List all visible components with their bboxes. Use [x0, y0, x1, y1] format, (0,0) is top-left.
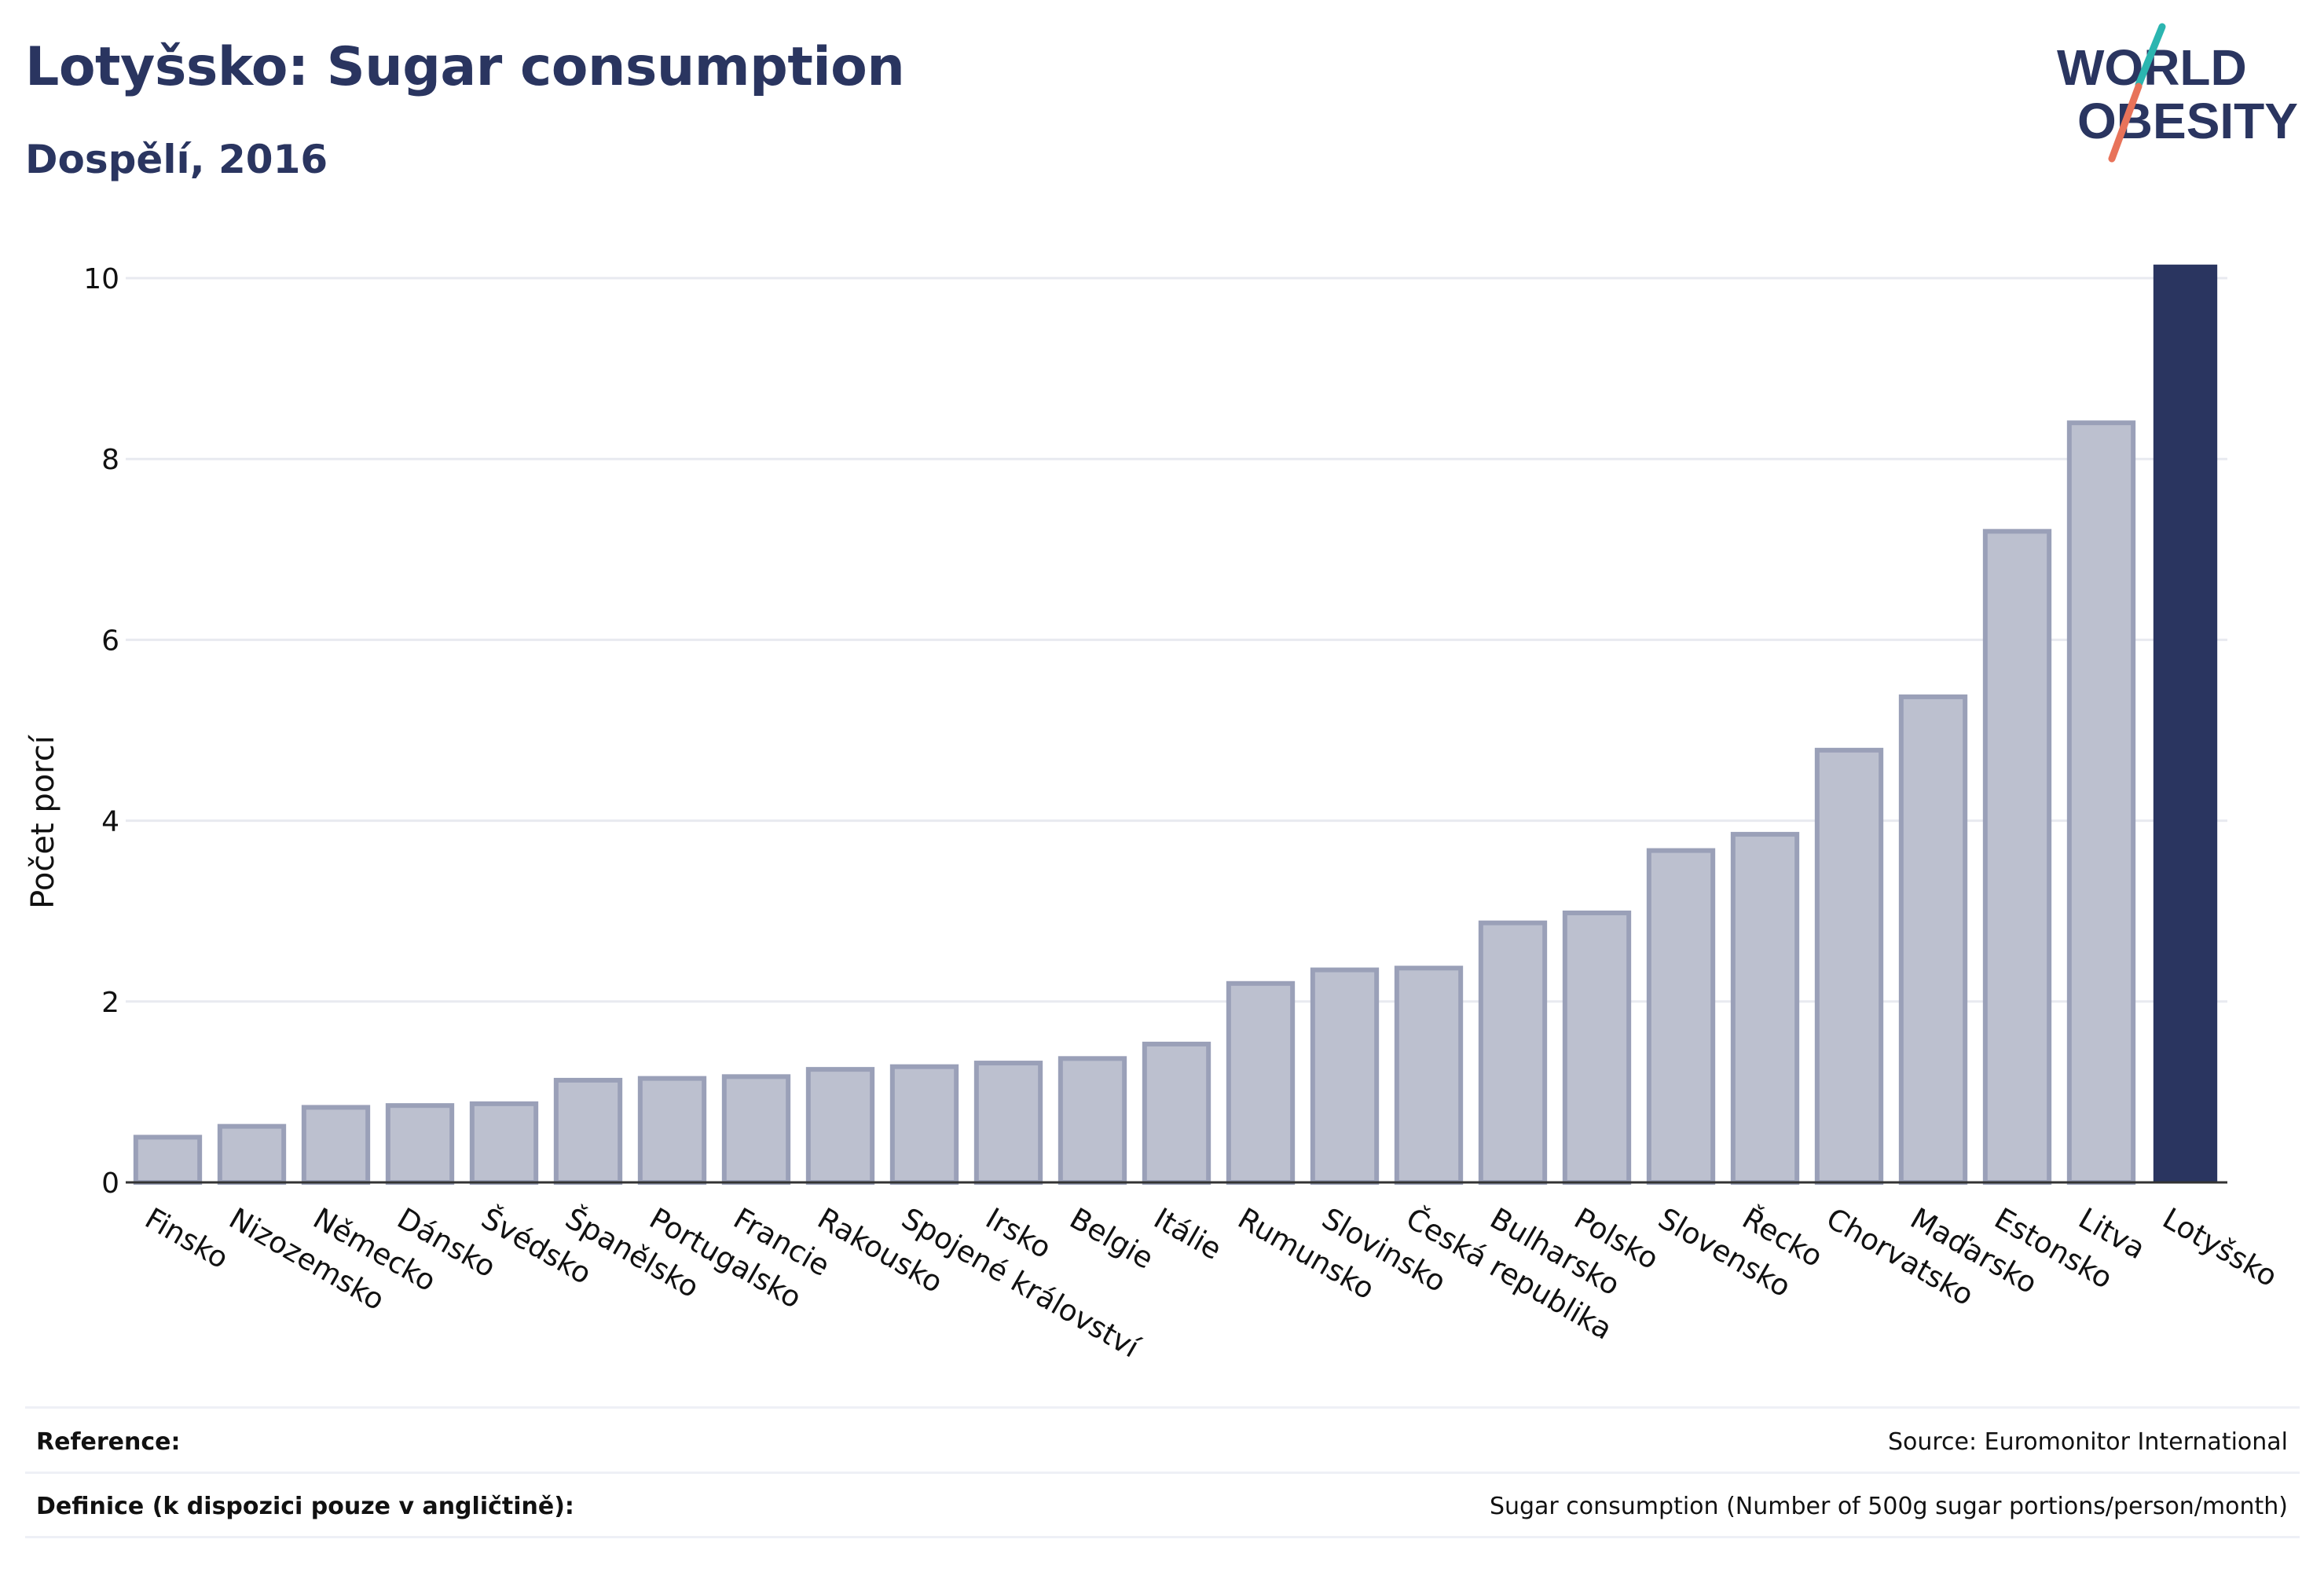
x-tick-label: Finsko — [139, 1201, 234, 1275]
bar-17 — [1562, 911, 1632, 1185]
x-tick-label: Belgie — [1064, 1201, 1159, 1276]
footer-divider-middle — [25, 1472, 2300, 1474]
y-tick-label: 6 — [101, 625, 119, 657]
bars — [133, 264, 2218, 1186]
bar-6 — [637, 1076, 707, 1185]
y-axis-label: Počet porcí — [25, 734, 61, 909]
bar-3 — [385, 1103, 455, 1185]
bar-5 — [553, 1077, 623, 1186]
bar-8 — [805, 1067, 875, 1185]
logo-slash-teal — [2135, 23, 2166, 89]
y-tick-label: 2 — [101, 987, 119, 1019]
bar-20 — [1814, 747, 1884, 1185]
bar-2 — [301, 1105, 371, 1186]
bar-15 — [1394, 966, 1464, 1186]
logo-slash-coral — [2108, 82, 2143, 163]
definition-label: Definice (k dispozici pouze v angličtině… — [36, 1493, 574, 1520]
footer-divider-top — [25, 1406, 2300, 1409]
bar-chart: 0246810FinskoNizozemskoNěmeckoDánskoŠvéd… — [25, 263, 2283, 1365]
bar-13 — [1226, 980, 1296, 1185]
bar-24 — [2153, 264, 2218, 1182]
footer-divider-bottom — [25, 1536, 2300, 1538]
x-tick-label: Lotyšsko — [2157, 1201, 2282, 1293]
logo-word-obesity: OBESITY — [2077, 93, 2298, 149]
y-tick-label: 0 — [101, 1167, 119, 1200]
bar-22 — [1982, 529, 2052, 1185]
bar-14 — [1310, 967, 1380, 1185]
bar-11 — [1058, 1056, 1127, 1185]
bar-9 — [889, 1064, 959, 1185]
bar-4 — [469, 1101, 539, 1185]
y-tick-label: 8 — [101, 444, 119, 476]
reference-value: Source: Euromonitor International — [1887, 1428, 2288, 1456]
y-tick-label: 4 — [101, 806, 119, 838]
bar-21 — [1898, 694, 1968, 1185]
chart-subtitle: Dospělí, 2016 — [25, 137, 328, 182]
definition-value: Sugar consumption (Number of 500g sugar … — [1489, 1493, 2288, 1520]
bar-23 — [2066, 420, 2136, 1185]
reference-label: Reference: — [36, 1428, 181, 1456]
bar-1 — [217, 1123, 287, 1185]
bar-18 — [1646, 848, 1716, 1186]
bar-12 — [1142, 1041, 1211, 1185]
bar-19 — [1730, 831, 1800, 1185]
x-tick-label: Itálie — [1148, 1201, 1227, 1266]
chart-title: Lotyšsko: Sugar consumption — [25, 36, 905, 98]
bar-10 — [973, 1061, 1043, 1186]
bar-0 — [133, 1134, 203, 1185]
y-tick-label: 10 — [83, 263, 119, 295]
world-obesity-logo: WORLD OBESITY — [2057, 23, 2298, 163]
bar-16 — [1478, 920, 1548, 1186]
bar-7 — [721, 1074, 791, 1186]
